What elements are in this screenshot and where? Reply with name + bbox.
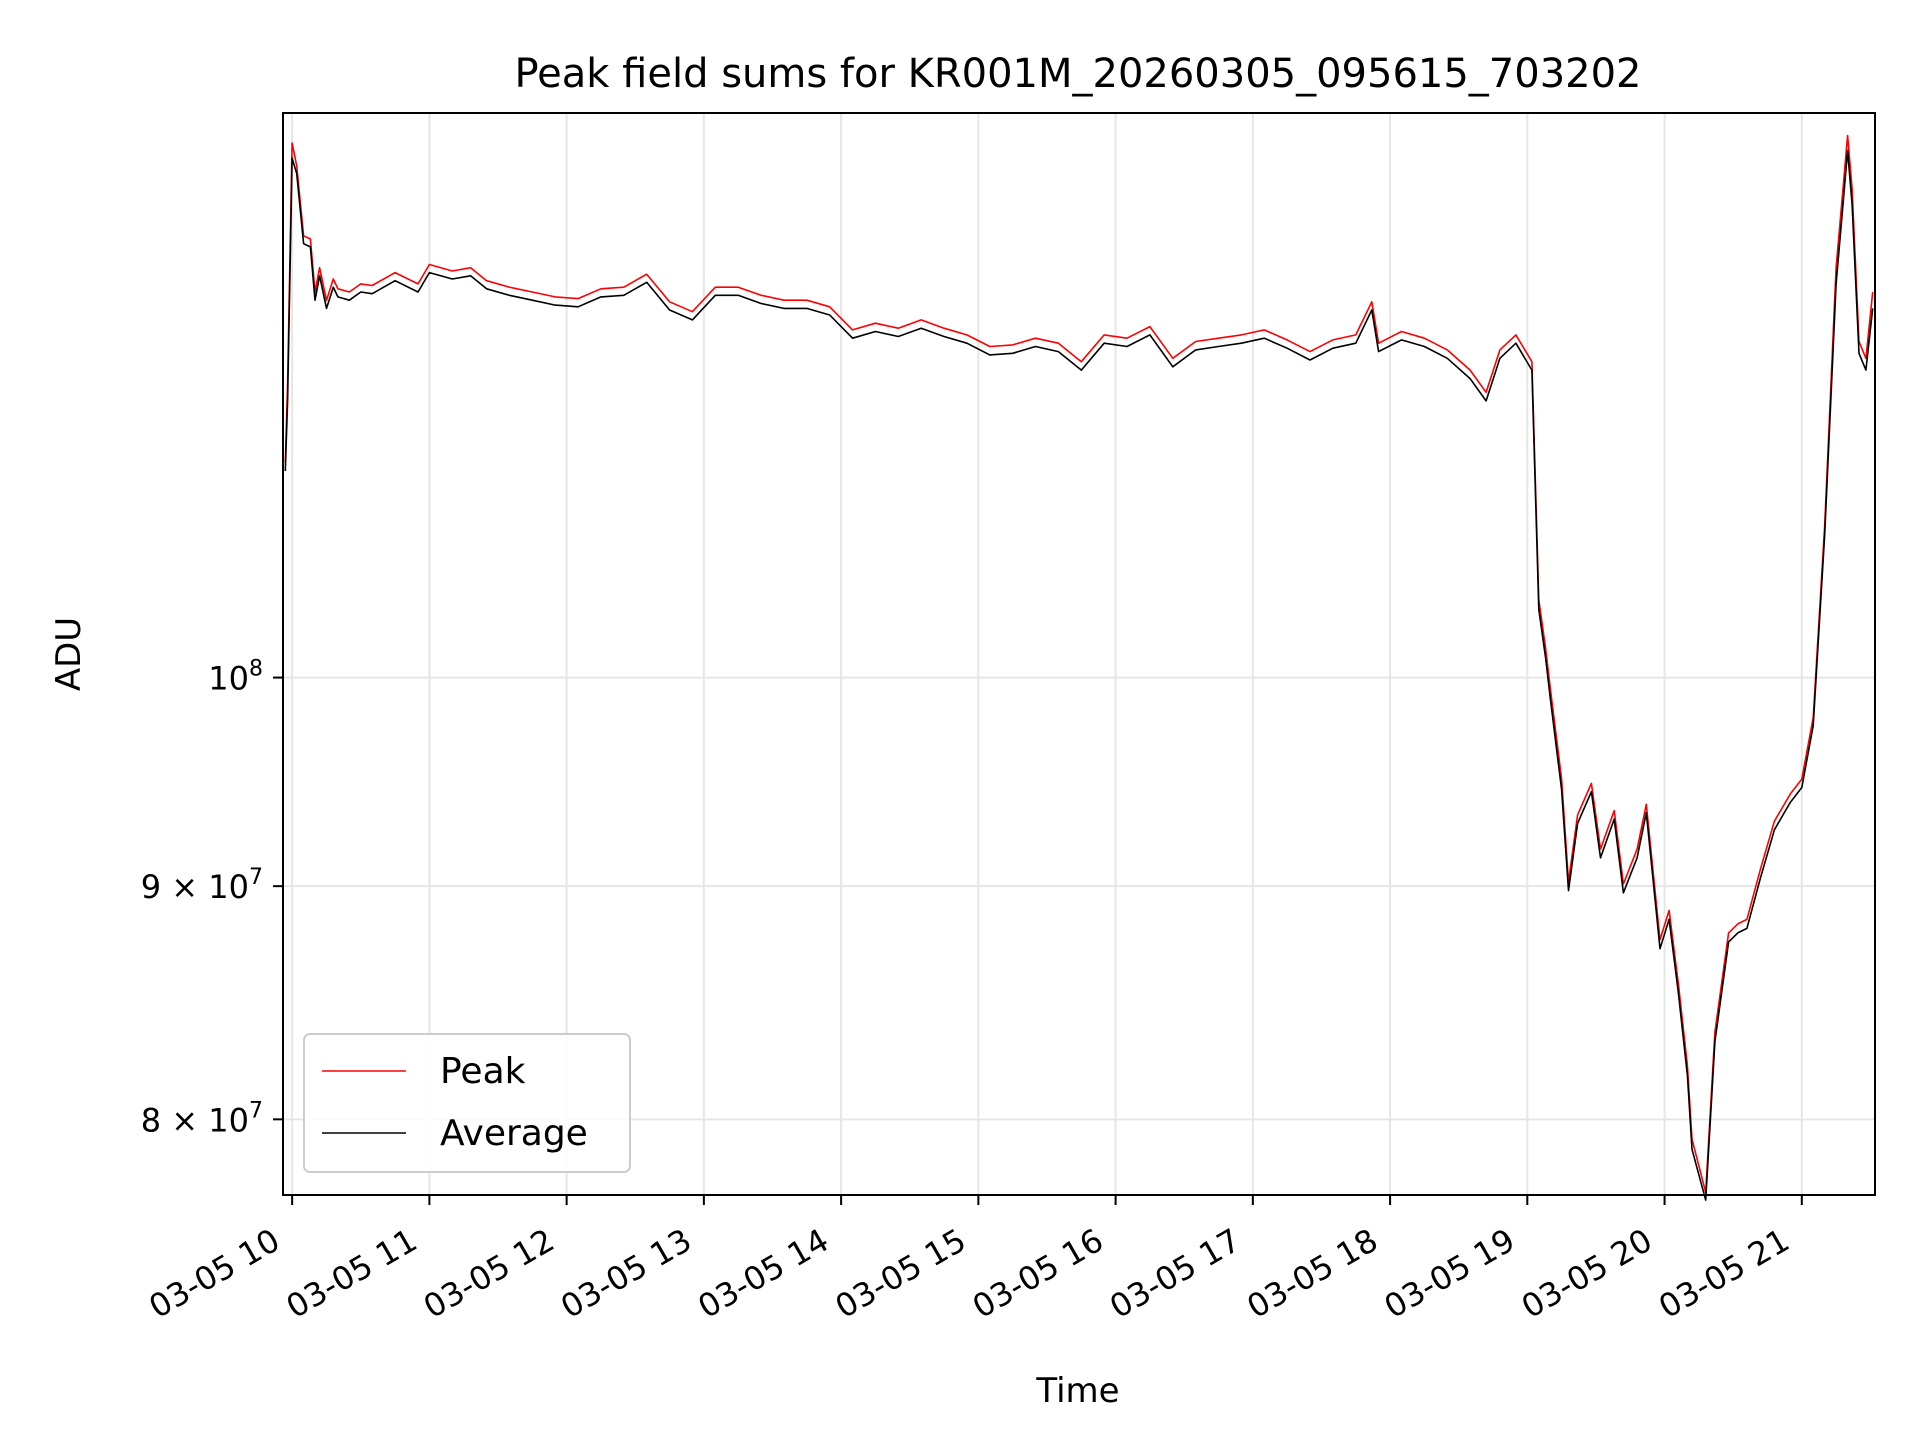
- chart-title: Peak field sums for KR001M_20260305_0956…: [514, 51, 1641, 97]
- grid: [283, 113, 1875, 1195]
- series-line-average: [284, 149, 1874, 1201]
- y-ticks: 8 × 107 9 × 107 108: [141, 657, 283, 1139]
- series-layer: [284, 134, 1874, 1201]
- y-tick-label: 9 × 107: [141, 865, 263, 906]
- legend-average-label: Average: [440, 1113, 588, 1154]
- y-tick-label: 8 × 107: [141, 1098, 263, 1139]
- y-tick-label: 108: [208, 657, 263, 698]
- legend-peak-label: Peak: [440, 1051, 526, 1092]
- plot-frame: [282, 112, 1876, 1196]
- x-axis-label: Time: [1035, 1371, 1119, 1411]
- legend: Peak Average: [303, 1033, 631, 1173]
- legend-box: [303, 1033, 631, 1173]
- y-axis-label: ADU: [49, 617, 89, 691]
